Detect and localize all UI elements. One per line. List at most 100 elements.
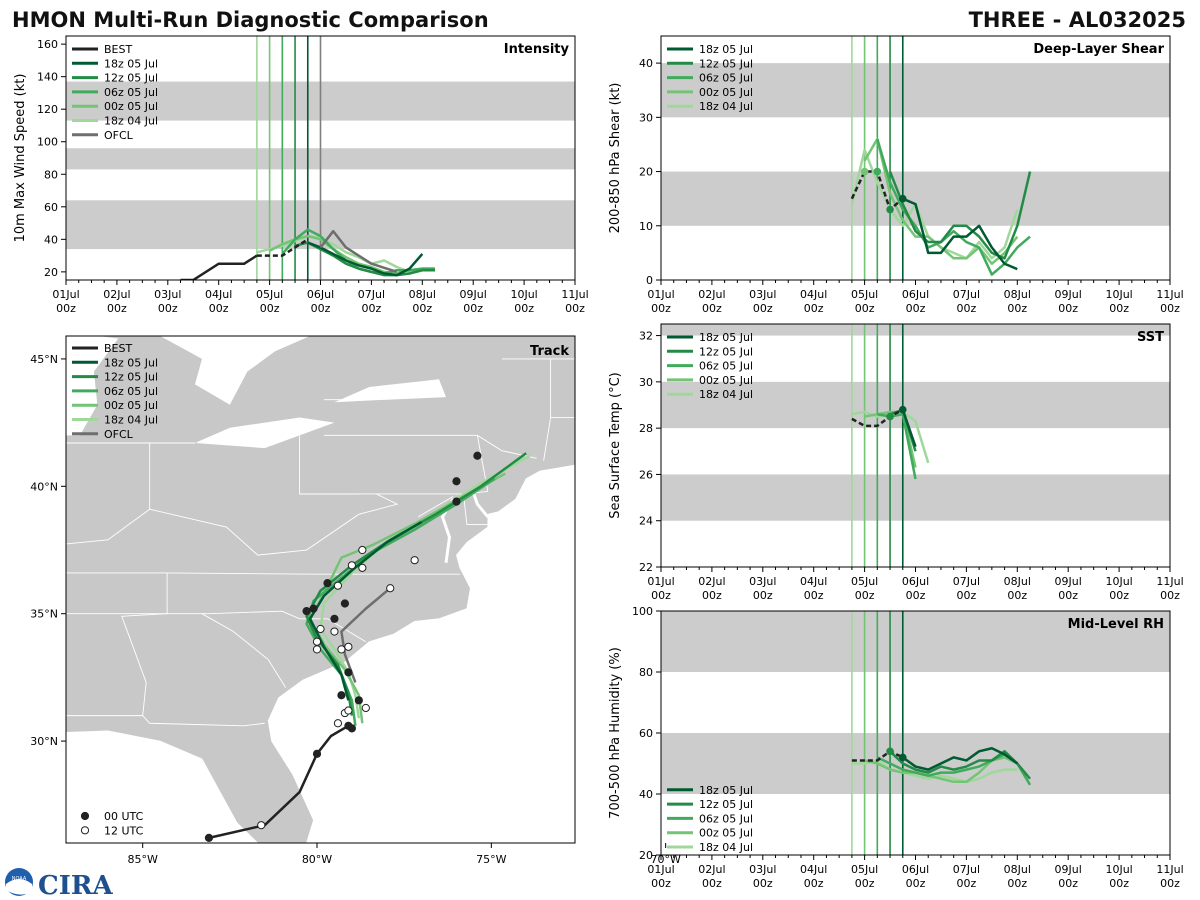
state-border xyxy=(417,496,454,518)
track-ytick-label: 30°N xyxy=(30,735,58,748)
noaa-wave-icon xyxy=(6,879,32,895)
sst-series-18z-05-jul xyxy=(901,409,917,448)
intensity-xtick-sublabel: 00z xyxy=(158,302,178,315)
noaa-emblem-label: NOAA xyxy=(12,876,27,882)
intensity-xtick-sublabel: 00z xyxy=(412,302,432,315)
cira-logo-text: CIRA xyxy=(38,871,113,900)
shear-xtick-sublabel: 00z xyxy=(753,302,773,315)
intensity-xtick-label: 08Jul xyxy=(409,288,436,301)
shear-ytick-label: 30 xyxy=(639,111,653,124)
track-point-12utc xyxy=(333,719,343,728)
intensity-xtick-sublabel: 00z xyxy=(514,302,534,315)
intensity-series-12z-05-jul xyxy=(294,241,436,277)
track-point-12utc xyxy=(337,645,346,654)
rh-xtick-sublabel: 00z xyxy=(855,877,875,890)
track-point-12utc xyxy=(333,581,343,590)
sst-series-06z-05-jul xyxy=(877,413,917,480)
sst-legend-label: 00z 05 Jul xyxy=(699,374,753,387)
state-border xyxy=(66,715,265,727)
sst-xtick-label: 02Jul xyxy=(698,575,725,588)
sst-legend-label: 18z 05 Jul xyxy=(699,331,753,344)
track-xtick-label: 85°W xyxy=(128,853,158,866)
intensity-ylabel: 10m Max Wind Speed (kt) xyxy=(13,74,28,243)
state-border xyxy=(201,613,287,688)
rh-xtick-label: 04Jul xyxy=(800,863,827,876)
intensity-xtick-label: 06Jul xyxy=(307,288,334,301)
shear-legend-label: 18z 05 Jul xyxy=(699,43,753,56)
track-best xyxy=(208,724,350,840)
rh-legend-label: 12z 05 Jul xyxy=(699,798,753,811)
sst-ytick-label: 32 xyxy=(639,330,653,343)
shear-series-12z-05-jul xyxy=(888,171,1032,260)
rh-legend-label: 00z 05 Jul xyxy=(699,827,753,840)
intensity-xtick-label: 11Jul xyxy=(561,288,588,301)
intensity-plot-area xyxy=(66,36,575,280)
intensity-xtick-label: 03Jul xyxy=(154,288,181,301)
intensity-xtick-sublabel: 00z xyxy=(107,302,127,315)
intensity-legend-label: 18z 05 Jul xyxy=(104,57,158,70)
shear-xtick-label: 03Jul xyxy=(749,288,776,301)
intensity-legend-label: 18z 04 Jul xyxy=(104,115,158,128)
track-point-00utc xyxy=(312,749,322,758)
sst-xtick-sublabel: 00z xyxy=(804,589,824,602)
intensity-xtick-sublabel: 00z xyxy=(463,302,483,315)
shear-series-18z-05-jul xyxy=(902,197,1018,271)
sst-xtick-label: 05Jul xyxy=(851,575,878,588)
shear-xtick-label: 01Jul xyxy=(647,288,674,301)
track-point-00utc xyxy=(473,451,482,460)
intensity-xtick-label: 01Jul xyxy=(52,288,79,301)
rh-band-0 xyxy=(661,733,1170,794)
rh-xtick-sublabel: 00z xyxy=(1007,877,1027,890)
figure-title: HMON Multi-Run Diagnostic Comparison xyxy=(12,8,489,32)
rh-series-12z-05-jul xyxy=(889,750,1031,780)
rh-ytick-label: 80 xyxy=(639,666,653,679)
shear-xtick-sublabel: 00z xyxy=(804,302,824,315)
track-point-12utc xyxy=(386,584,395,593)
sst-ytick-label: 26 xyxy=(639,468,653,481)
shear-xtick-label: 04Jul xyxy=(800,288,827,301)
shear-ylabel: 200-850 hPa Shear (kt) xyxy=(608,83,623,234)
track-frame xyxy=(65,335,576,844)
track-point-00utc xyxy=(204,833,214,843)
rh-ylabel: 700-500 hPa Humidity (%) xyxy=(608,647,623,819)
intensity-series-best xyxy=(180,254,258,280)
shear-xtick-sublabel: 00z xyxy=(957,302,977,315)
track-legend-label: 18z 04 Jul xyxy=(104,414,158,427)
track-point-12utc xyxy=(361,703,370,713)
state-border xyxy=(66,572,168,615)
sst-legend-label: 18z 04 Jul xyxy=(699,388,753,401)
shear-xtick-sublabel: 00z xyxy=(702,302,722,315)
shear-legend-label: 00z 05 Jul xyxy=(699,86,753,99)
track-point-00utc xyxy=(340,599,350,608)
track-point-12utc xyxy=(316,624,325,634)
sst-xtick-sublabel: 00z xyxy=(1109,589,1129,602)
rh-xtick-sublabel: 00z xyxy=(651,877,671,890)
rh-band-1 xyxy=(661,611,1170,672)
shear-title: Deep-Layer Shear xyxy=(1033,42,1164,57)
sst-marker-0 xyxy=(886,412,894,421)
rh-ytick-label: 40 xyxy=(639,788,653,801)
rh-xtick-sublabel: 00z xyxy=(702,877,722,890)
track-point-12utc xyxy=(257,821,266,830)
rh-xtick-label: 01Jul xyxy=(647,863,674,876)
shear-xtick-sublabel: 00z xyxy=(651,302,671,315)
track-point-12utc xyxy=(312,637,322,646)
rh-xtick-sublabel: 00z xyxy=(1058,877,1078,890)
shear-panel: 01Jul00z02Jul00z03Jul00z04Jul00z05Jul00z… xyxy=(608,35,1184,315)
sst-xtick-sublabel: 00z xyxy=(855,589,875,602)
shear-legend-label: 18z 04 Jul xyxy=(699,100,753,113)
shear-legend-label: 06z 05 Jul xyxy=(699,72,753,85)
rh-title: Mid-Level RH xyxy=(1068,617,1164,632)
intensity-ytick-label: 100 xyxy=(37,136,58,149)
intensity-panel: 01Jul00z02Jul00z03Jul00z04Jul00z05Jul00z… xyxy=(13,35,589,315)
track-point-12utc xyxy=(312,645,322,654)
shear-ytick-label: 40 xyxy=(639,57,653,70)
sst-xtick-sublabel: 00z xyxy=(1058,589,1078,602)
sst-legend-label: 12z 05 Jul xyxy=(699,345,753,358)
rh-xtick-label: 11Jul xyxy=(1156,863,1183,876)
intensity-ytick-label: 120 xyxy=(37,103,58,116)
intensity-xtick-label: 10Jul xyxy=(510,288,537,301)
rh-xtick-sublabel: 00z xyxy=(906,877,926,890)
